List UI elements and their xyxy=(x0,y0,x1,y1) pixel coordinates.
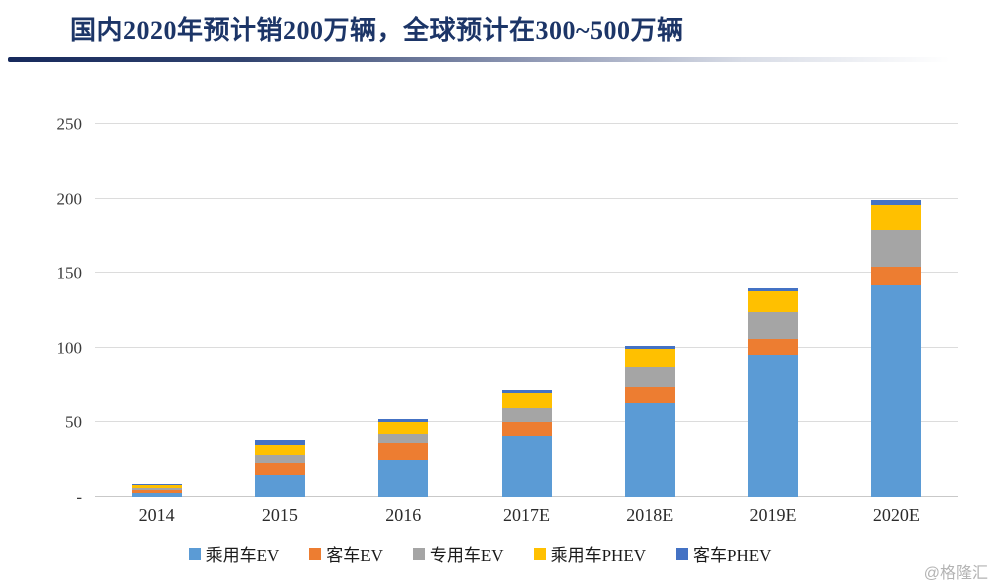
bar-segment-乘用车PHEV xyxy=(871,204,922,230)
gridline-200 xyxy=(95,197,958,199)
bar-segment-客车PHEV xyxy=(624,346,675,350)
x-tick-label-2015: 2015 xyxy=(261,505,298,525)
bar-segment-专用车EV xyxy=(748,312,799,339)
legend-label: 客车PHEV xyxy=(693,546,772,565)
bar-segment-乘用车EV xyxy=(871,285,922,497)
x-tick-label-2017E: 2017E xyxy=(502,505,550,525)
y-tick-label: - xyxy=(76,487,82,507)
y-tick-label: 100 xyxy=(56,338,83,358)
bar-segment-专用车EV xyxy=(131,488,182,490)
bar-segment-客车PHEV xyxy=(131,483,182,486)
legend-swatch-icon xyxy=(309,547,322,560)
legend-item-客车PHEV: 客车PHEV xyxy=(676,541,771,566)
title-underline xyxy=(8,57,950,62)
bar-segment-乘用车EV xyxy=(131,492,182,497)
bar-segment-乘用车PHEV xyxy=(501,392,552,408)
x-tick-label-2016: 2016 xyxy=(385,505,422,525)
bar-segment-客车PHEV xyxy=(378,419,429,423)
legend-item-乘用车EV: 乘用车EV xyxy=(188,541,280,566)
legend-swatch-icon xyxy=(188,547,201,560)
bar-2016 xyxy=(378,124,429,497)
bar-2017E xyxy=(501,124,552,497)
bar-segment-乘用车PHEV xyxy=(254,444,305,456)
y-tick-label: 50 xyxy=(65,412,82,432)
x-tick-label-2014: 2014 xyxy=(138,505,175,525)
bar-segment-专用车EV xyxy=(378,434,429,444)
legend-label: 客车EV xyxy=(326,546,383,565)
bar-segment-专用车EV xyxy=(871,229,922,268)
y-tick-label: 250 xyxy=(56,114,83,134)
legend-label: 乘用车PHEV xyxy=(550,546,646,565)
x-tick-label-2019E: 2019E xyxy=(749,505,797,525)
legend-item-客车EV: 客车EV xyxy=(309,541,383,566)
bar-segment-乘用车EV xyxy=(378,459,429,497)
legend-swatch-icon xyxy=(676,547,688,560)
x-tick-label-2020E: 2020E xyxy=(872,505,920,525)
bar-segment-客车EV xyxy=(131,489,182,493)
legend-item-专用车EV: 专用车EV xyxy=(412,541,504,566)
bar-segment-乘用车PHEV xyxy=(624,349,675,368)
bar-segment-乘用车EV xyxy=(748,355,799,497)
bar-segment-客车PHEV xyxy=(501,389,552,393)
legend-swatch-icon xyxy=(412,547,425,560)
page-title: 国内2020年预计销200万辆，全球预计在300~500万辆 xyxy=(70,16,684,45)
bar-2015 xyxy=(254,124,305,497)
x-axis: 2014 2015 2016 2017E 2018E 2019E 2020E xyxy=(95,505,958,526)
bar-segment-客车EV xyxy=(624,386,675,404)
bar-segment-乘用车PHEV xyxy=(748,291,799,313)
legend-item-乘用车PHEV: 乘用车PHEV xyxy=(533,541,646,566)
gridline-100 xyxy=(95,346,958,348)
bar-segment-客车EV xyxy=(501,422,552,436)
legend-swatch-icon xyxy=(533,547,546,560)
x-tick-label-2018E: 2018E xyxy=(626,505,674,525)
stacked-bar-chart xyxy=(95,123,958,497)
gridline-250 xyxy=(95,123,958,124)
bar-segment-客车EV xyxy=(871,267,922,286)
bar-segment-乘用车EV xyxy=(624,403,675,497)
bar-segment-乘用车PHEV xyxy=(131,485,182,489)
y-tick-label: 200 xyxy=(56,189,83,209)
legend-label: 专用车EV xyxy=(429,546,504,565)
bar-segment-客车EV xyxy=(378,443,429,460)
watermark: @格隆汇 xyxy=(923,565,988,582)
bar-2019E xyxy=(748,124,799,497)
gridline-150 xyxy=(95,272,958,274)
bar-segment-客车EV xyxy=(254,462,305,475)
legend-label: 乘用车EV xyxy=(205,546,280,565)
bar-segment-客车PHEV xyxy=(871,200,922,205)
bar-segment-客车EV xyxy=(748,338,799,356)
bar-segment-客车PHEV xyxy=(254,440,305,445)
y-axis: - 50 100 150 200 250 xyxy=(30,116,83,506)
bar-segment-乘用车PHEV xyxy=(378,422,429,435)
bar-2020E xyxy=(871,124,922,497)
bar-segment-专用车EV xyxy=(501,407,552,423)
y-tick-label: 150 xyxy=(56,263,83,283)
chart-legend: 乘用车EV 客车EV 专用车EV 乘用车PHEV 客车PHEV xyxy=(40,541,920,566)
bar-segment-乘用车EV xyxy=(501,435,552,497)
bar-2014 xyxy=(131,124,182,497)
bar-segment-专用车EV xyxy=(254,455,305,463)
bar-segment-乘用车EV xyxy=(254,474,305,497)
bar-2018E xyxy=(624,124,675,497)
bar-segment-专用车EV xyxy=(624,367,675,387)
bar-segment-客车PHEV xyxy=(748,288,799,292)
